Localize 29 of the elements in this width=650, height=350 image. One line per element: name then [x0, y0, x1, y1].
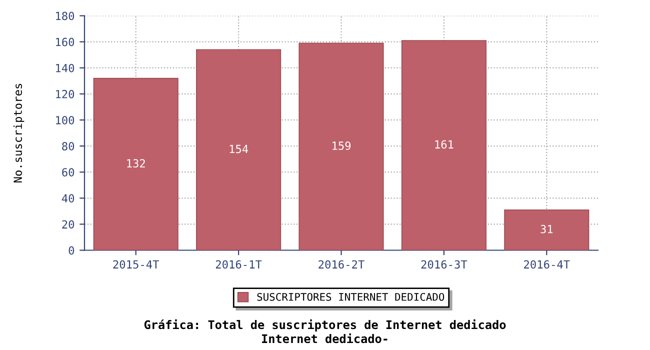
x-tick-label: 2015-4T: [113, 260, 160, 269]
x-tick-label: 2016-3T: [421, 260, 468, 269]
bar: [196, 49, 282, 250]
y-tick-label: 20: [62, 220, 74, 229]
x-tick-label: 2016-2T: [318, 260, 364, 269]
text: Internet dedicado-: [262, 333, 388, 344]
y-tick-label: 120: [56, 90, 74, 98]
y-tick-label: 80: [62, 142, 74, 150]
data-label: 31: [540, 224, 553, 234]
data-label: 161: [435, 140, 454, 149]
bar: [298, 42, 384, 250]
y-tick-label: 100: [56, 116, 74, 124]
x-tick-label: 2016-1T: [216, 260, 262, 269]
y-tick-label: 180: [56, 12, 74, 20]
legend-label: SUSCRIPTORES INTERNET DEDICADO: [257, 292, 444, 301]
data-label: 159: [332, 142, 351, 150]
bar: [401, 40, 486, 250]
y-tick-label: 160: [56, 38, 74, 46]
y-tick-label: 0: [68, 246, 74, 255]
text: Gráfica: Total de suscriptores de Internet dedicado: [144, 319, 506, 332]
y-axis-title: No.suscriptores: [13, 84, 24, 182]
y-tick-label: 60: [62, 168, 74, 176]
y-tick-label: 40: [62, 194, 74, 203]
data-label: 132: [127, 159, 145, 168]
y-tick-label: 140: [56, 64, 74, 72]
data-label: 154: [230, 144, 248, 154]
bar: [504, 209, 590, 250]
x-tick-label: 2016-4T: [524, 260, 570, 269]
bar: [93, 78, 178, 250]
